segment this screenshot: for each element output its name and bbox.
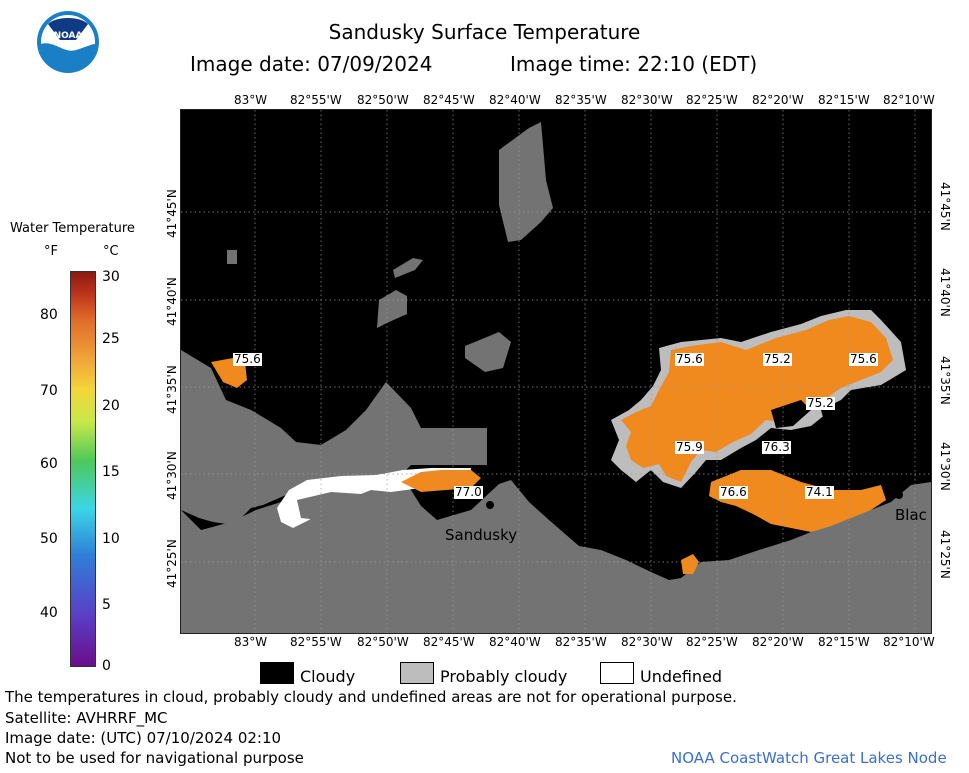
lon-bottom-label: 82°30'W bbox=[621, 635, 673, 649]
image-time: Image time: 22:10 (EDT) bbox=[510, 52, 758, 76]
f-tick-40: 40 bbox=[40, 605, 58, 621]
lon-top-label: 82°45'W bbox=[423, 93, 475, 107]
legend-swatch-cloudy bbox=[260, 662, 294, 684]
place-label-blac: Blac bbox=[895, 506, 927, 524]
footer-credit: NOAA CoastWatch Great Lakes Node bbox=[671, 749, 947, 767]
legend-swatch-undefined bbox=[600, 662, 634, 684]
lon-top-label: 82°50'W bbox=[357, 93, 409, 107]
c-tick-25: 25 bbox=[102, 331, 120, 347]
lat-right-label: 41°45'N bbox=[938, 182, 952, 231]
lon-bottom-label: 82°50'W bbox=[357, 635, 409, 649]
graticule bbox=[181, 110, 931, 633]
lat-right-label: 41°40'N bbox=[938, 268, 952, 317]
lon-top-label: 82°35'W bbox=[555, 93, 607, 107]
lon-bottom-label: 82°25'W bbox=[686, 635, 738, 649]
legend-swatch-probably-cloudy bbox=[400, 662, 434, 684]
temperature-label: 75.2 bbox=[806, 396, 835, 410]
lat-right-label: 41°35'N bbox=[938, 356, 952, 405]
colorbar bbox=[70, 271, 96, 667]
f-tick-50: 50 bbox=[40, 531, 58, 547]
map-graphic bbox=[181, 110, 931, 633]
lon-bottom-label: 83°W bbox=[234, 635, 268, 649]
f-tick-70: 70 bbox=[40, 383, 58, 399]
cloud-patch bbox=[771, 400, 811, 428]
land-area bbox=[297, 492, 407, 520]
c-tick-0: 0 bbox=[102, 658, 111, 674]
temperature-label: 75.6 bbox=[233, 352, 262, 366]
temperature-label: 77.0 bbox=[454, 485, 483, 499]
lon-top-label: 82°55'W bbox=[290, 93, 342, 107]
lat-left-label: 41°30'N bbox=[165, 451, 179, 500]
lat-left-label: 41°45'N bbox=[165, 189, 179, 238]
lat-right-label: 41°25'N bbox=[938, 530, 952, 579]
footer-satellite: Satellite: AVHRRF_MC bbox=[5, 709, 168, 727]
lon-bottom-label: 82°20'W bbox=[752, 635, 804, 649]
f-tick-60: 60 bbox=[40, 456, 58, 472]
colorbar-unit-c: °C bbox=[103, 244, 119, 259]
image-date: Image date: 07/09/2024 bbox=[190, 52, 433, 76]
temperature-label: 74.1 bbox=[805, 485, 834, 499]
colorbar-title: Water Temperature bbox=[10, 221, 135, 236]
c-tick-15: 15 bbox=[102, 464, 120, 480]
legend-label-undefined: Undefined bbox=[640, 667, 723, 686]
svg-text:NOAA: NOAA bbox=[54, 31, 83, 41]
sandusky-marker bbox=[486, 501, 494, 509]
lon-top-label: 82°30'W bbox=[621, 93, 673, 107]
probably-cloudy-patch bbox=[499, 122, 553, 242]
temperature-label: 75.6 bbox=[849, 352, 878, 366]
lon-bottom-label: 82°10'W bbox=[883, 635, 935, 649]
temperature-label: 75.2 bbox=[763, 352, 792, 366]
blac-marker bbox=[895, 491, 903, 499]
probably-cloudy-patch bbox=[377, 290, 407, 328]
probably-cloudy-patch bbox=[393, 258, 423, 278]
lon-top-label: 82°25'W bbox=[686, 93, 738, 107]
temperature-label: 75.9 bbox=[675, 440, 704, 454]
c-tick-10: 10 bbox=[102, 531, 120, 547]
lon-top-label: 82°10'W bbox=[883, 93, 935, 107]
probably-cloudy-patch bbox=[465, 332, 511, 372]
lon-bottom-label: 82°40'W bbox=[489, 635, 541, 649]
probably-cloudy-patch bbox=[227, 250, 237, 264]
lon-top-label: 83°W bbox=[234, 93, 268, 107]
lon-bottom-label: 82°55'W bbox=[290, 635, 342, 649]
land-area bbox=[181, 350, 487, 524]
c-tick-30: 30 bbox=[102, 269, 120, 285]
footer-nav-warning: Not to be used for navigational purpose bbox=[5, 749, 304, 767]
lon-top-label: 82°40'W bbox=[489, 93, 541, 107]
footer-note: The temperatures in cloud, probably clou… bbox=[5, 688, 737, 706]
lon-top-label: 82°15'W bbox=[818, 93, 870, 107]
legend-label-cloudy: Cloudy bbox=[300, 667, 356, 686]
lat-left-label: 41°40'N bbox=[165, 277, 179, 326]
lon-bottom-label: 82°45'W bbox=[423, 635, 475, 649]
legend-label-probably-cloudy: Probably cloudy bbox=[440, 667, 568, 686]
lat-left-label: 41°25'N bbox=[165, 539, 179, 588]
warm-water-area bbox=[709, 470, 886, 532]
noaa-logo: NOAA bbox=[36, 10, 100, 74]
temperature-label: 76.3 bbox=[762, 440, 791, 454]
colorbar-unit-f: °F bbox=[44, 244, 58, 259]
land-area bbox=[181, 480, 931, 633]
temperature-label: 75.6 bbox=[675, 352, 704, 366]
temperature-label: 76.6 bbox=[719, 485, 748, 499]
lon-top-label: 82°20'W bbox=[752, 93, 804, 107]
warm-water-area bbox=[681, 554, 699, 574]
map-title: Sandusky Surface Temperature bbox=[328, 20, 641, 44]
lat-left-label: 41°35'N bbox=[165, 365, 179, 414]
lon-bottom-label: 82°35'W bbox=[555, 635, 607, 649]
map-panel: 75.6 75.6 75.2 75.6 75.2 75.9 76.3 77.0 … bbox=[180, 109, 932, 634]
lat-right-label: 41°30'N bbox=[938, 442, 952, 491]
footer-utc-date: Image date: (UTC) 07/10/2024 02:10 bbox=[5, 729, 282, 747]
c-tick-20: 20 bbox=[102, 398, 120, 414]
c-tick-5: 5 bbox=[102, 597, 111, 613]
f-tick-80: 80 bbox=[40, 307, 58, 323]
place-label-sandusky: Sandusky bbox=[445, 526, 518, 544]
lon-bottom-label: 82°15'W bbox=[818, 635, 870, 649]
